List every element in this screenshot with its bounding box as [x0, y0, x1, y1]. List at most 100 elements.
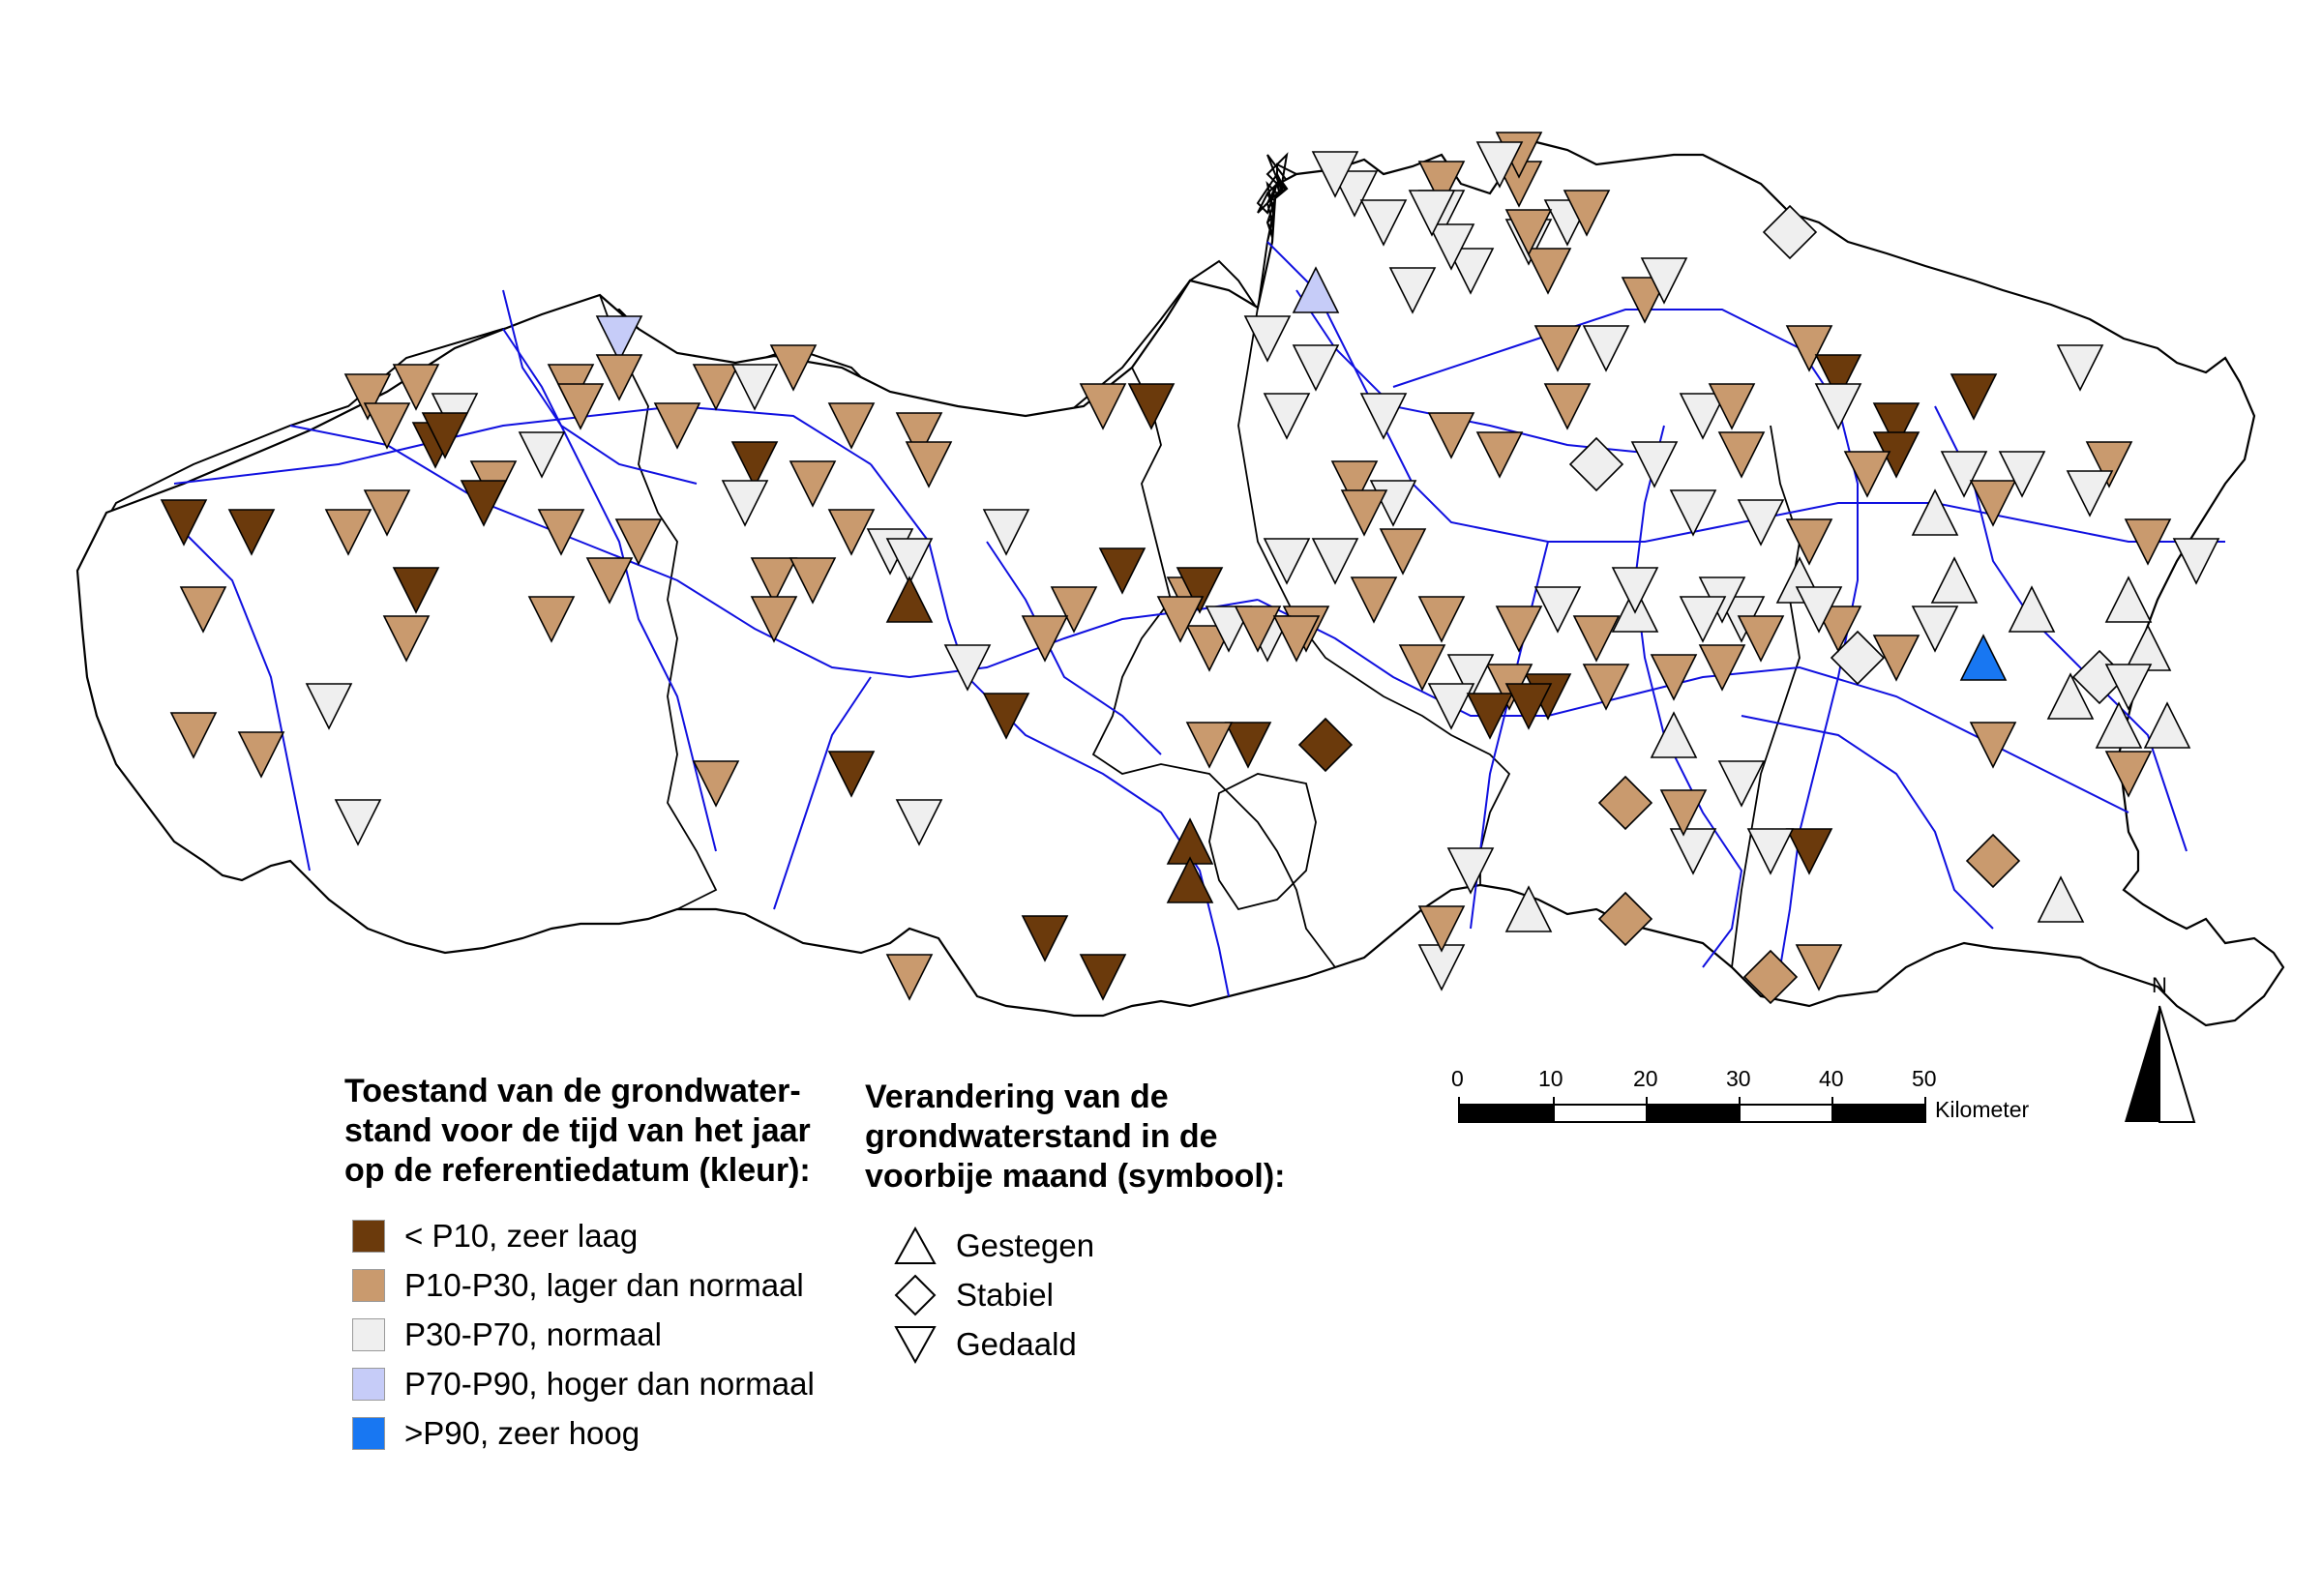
station-falling — [1475, 431, 1524, 479]
station-rising — [1292, 266, 1340, 313]
station-falling — [1543, 383, 1592, 430]
station-rising — [2008, 585, 2056, 633]
station-stable — [1762, 204, 1818, 260]
station-falling — [827, 402, 876, 450]
river — [773, 676, 872, 910]
station-falling — [750, 557, 798, 605]
station-falling — [537, 509, 585, 556]
station-falling — [1717, 431, 1766, 479]
station-falling — [1679, 596, 1727, 643]
legend-state-item: >P90, zeer hoog — [352, 1408, 815, 1458]
station-stable — [1297, 717, 1354, 773]
triangle-down-icon — [894, 1325, 937, 1364]
station-falling — [895, 412, 943, 459]
station-falling — [1659, 789, 1708, 837]
station-falling — [1504, 209, 1553, 256]
station-falling — [789, 460, 837, 508]
station-falling — [730, 364, 779, 411]
station-falling — [1737, 615, 1785, 663]
station-rising — [1166, 856, 1214, 903]
station-falling — [363, 402, 411, 450]
station-falling — [1969, 722, 2017, 769]
station-falling — [1998, 451, 2046, 498]
scale-tick-label: 50 — [1912, 1066, 1937, 1091]
station-falling — [1330, 460, 1379, 508]
station-falling — [1446, 654, 1495, 701]
station-falling — [1350, 576, 1398, 624]
scale-tick-label: 20 — [1633, 1066, 1658, 1091]
station-stable — [1742, 949, 1799, 1005]
station-rising — [2037, 875, 2085, 923]
legend-state-title-line: op de referentiedatum (kleur): — [344, 1152, 811, 1189]
river — [1934, 405, 2188, 852]
station-falling — [1679, 393, 1727, 440]
river — [1266, 241, 2225, 543]
inner-region — [1208, 773, 1317, 911]
station-falling — [1650, 654, 1698, 701]
station-falling — [1311, 538, 1359, 585]
scale-segment — [1739, 1104, 1833, 1123]
swatch-lager-dan-normaal — [352, 1268, 385, 1302]
station-rising — [2046, 672, 2095, 720]
station-falling — [1708, 383, 1756, 430]
legend-state-label: P70-P90, hoger dan normaal — [404, 1365, 815, 1402]
station-rising — [1504, 885, 1553, 932]
station-falling — [1795, 586, 1843, 634]
monitoring-stations — [160, 132, 2220, 1005]
scale-tick-label: 10 — [1538, 1066, 1563, 1091]
station-stable — [1597, 775, 1653, 831]
station-falling — [1785, 518, 1833, 566]
station-falling — [1311, 151, 1359, 198]
swatch-hoger-dan-normaal — [352, 1367, 385, 1401]
scale-tick-label: 30 — [1726, 1066, 1751, 1091]
station-falling — [237, 731, 285, 779]
station-falling — [1263, 538, 1311, 585]
station-stable — [1597, 891, 1653, 947]
station-falling — [1563, 190, 1611, 237]
station-falling — [556, 383, 605, 430]
station-falling — [160, 499, 208, 547]
station-falling — [769, 344, 818, 392]
station-stable — [1965, 833, 2021, 889]
station-falling — [1234, 606, 1282, 653]
station-falling — [789, 557, 837, 605]
station-falling — [1950, 373, 1998, 421]
station-falling — [382, 615, 431, 663]
station-falling — [1795, 944, 1843, 991]
station-falling — [943, 644, 992, 692]
station-falling — [1021, 915, 1069, 962]
legend-state-title-line: Toestand van de grondwater- — [344, 1073, 801, 1109]
station-falling — [169, 712, 218, 759]
river — [1741, 715, 1994, 930]
station-rising — [1650, 711, 1698, 758]
station-rising — [2095, 701, 2143, 749]
north-label: N — [2152, 973, 2167, 997]
station-falling — [1669, 489, 1717, 537]
station-falling — [527, 596, 576, 643]
station-stable — [1568, 436, 1624, 492]
swatch-zeer-hoog — [352, 1416, 385, 1450]
station-falling — [1698, 644, 1746, 692]
station-falling — [2104, 751, 2153, 798]
legend-change-label: Gestegen — [956, 1227, 1095, 1263]
station-falling — [1340, 489, 1388, 537]
station-falling — [653, 402, 701, 450]
station-falling — [585, 557, 634, 605]
scale-bar — [1458, 1097, 1926, 1123]
station-falling — [1669, 828, 1717, 875]
river — [173, 404, 872, 485]
station-falling — [895, 799, 943, 846]
station-falling — [1969, 480, 2017, 527]
station-falling — [1446, 847, 1495, 895]
station-rising — [2104, 576, 2153, 623]
station-falling — [1359, 393, 1408, 440]
station-falling — [2066, 470, 2114, 517]
station-falling — [1427, 223, 1475, 271]
river — [502, 289, 698, 485]
station-falling — [1243, 315, 1292, 363]
station-falling — [518, 431, 566, 479]
station-falling — [1475, 141, 1524, 189]
station-falling — [1224, 722, 1272, 769]
legend-change-title-line: Verandering van de — [865, 1079, 1169, 1115]
station-falling — [1911, 606, 1959, 653]
